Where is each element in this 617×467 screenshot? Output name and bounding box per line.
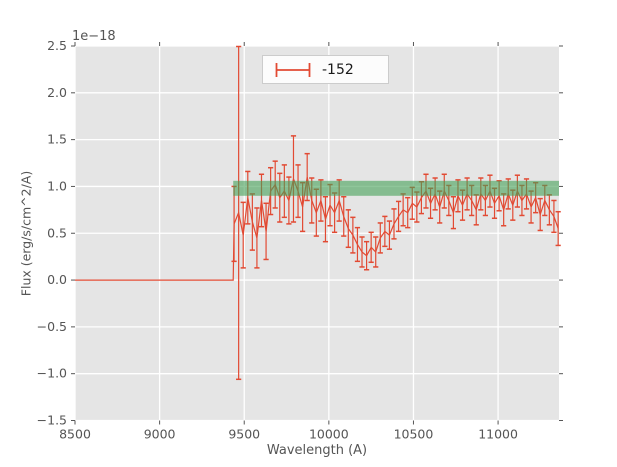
y-tick-label: −0.5 xyxy=(37,319,67,334)
x-tick-label: 10500 xyxy=(394,427,434,442)
spectrum-line xyxy=(75,176,559,281)
y-tick-label: 0.0 xyxy=(47,272,67,287)
errorbar-icon xyxy=(275,62,311,77)
y-tick-label: 2.0 xyxy=(47,85,67,100)
y-tick-label: 2.5 xyxy=(47,38,67,53)
x-tick-label: 9500 xyxy=(228,427,260,442)
x-tick-label: 11000 xyxy=(478,427,518,442)
y-tick-label: 1.5 xyxy=(47,132,67,147)
continuum-band xyxy=(233,180,559,196)
y-axis-offset-text: 1e−18 xyxy=(72,29,116,44)
legend: -152 xyxy=(262,55,389,84)
x-tick-label: 10000 xyxy=(309,427,349,442)
x-tick-label: 9000 xyxy=(144,427,176,442)
y-tick-label: −1.5 xyxy=(37,413,67,428)
x-axis-label: Wavelength (A) xyxy=(266,443,368,458)
y-tick-label: 0.5 xyxy=(47,225,67,240)
legend-entry-label: -152 xyxy=(322,61,354,78)
y-tick-label: 1.0 xyxy=(47,178,67,193)
x-tick-label: 8500 xyxy=(59,427,91,442)
y-tick-label: −1.0 xyxy=(37,366,67,381)
y-axis-label: Flux (erg/s/cm^2/A) xyxy=(18,170,34,297)
